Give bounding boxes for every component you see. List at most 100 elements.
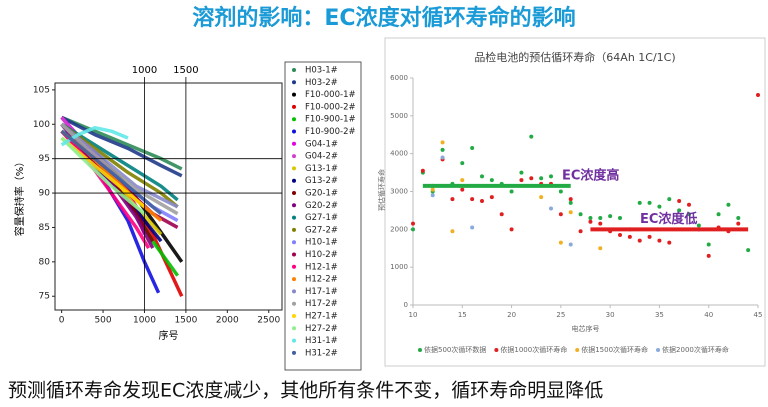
legend-marker	[292, 338, 296, 343]
legend-marker	[292, 141, 296, 146]
legend-marker	[292, 104, 296, 109]
legend-label: H17-1#	[305, 287, 338, 297]
legend-label: G20-1#	[305, 189, 338, 199]
point	[657, 238, 662, 243]
legend-marker	[292, 277, 296, 282]
point	[696, 223, 701, 228]
legend-marker	[292, 166, 296, 171]
point	[706, 253, 711, 258]
y-tick-label: 100	[33, 120, 50, 130]
y-tick-label: 75	[39, 292, 50, 302]
point	[667, 240, 672, 245]
legend-marker	[292, 203, 296, 208]
point	[558, 240, 563, 245]
legend-marker	[656, 348, 661, 352]
point	[430, 187, 435, 192]
legend-marker	[292, 191, 296, 195]
point	[539, 195, 544, 200]
legend-label: 依据500次循环数据	[424, 345, 486, 354]
y-tick-label: 90	[39, 189, 51, 199]
x-tick-label: 0	[59, 316, 65, 326]
y-tick-label: 6000	[390, 74, 408, 82]
point	[647, 234, 652, 239]
legend-marker	[292, 301, 296, 306]
legend-label: H31-2#	[305, 348, 338, 358]
legend-label: H03-2#	[305, 78, 338, 88]
point	[440, 140, 445, 145]
legend-label: G04-2#	[305, 152, 338, 162]
x-tick-label: 20	[507, 311, 516, 319]
point	[470, 145, 475, 150]
y-tick-label: 80	[39, 257, 51, 267]
point	[736, 215, 741, 220]
point	[480, 198, 484, 203]
point	[480, 174, 484, 179]
legend-box	[284, 61, 362, 371]
point	[460, 161, 465, 166]
chart-frame	[384, 37, 766, 367]
point	[549, 174, 553, 179]
annotation-label: EC浓度低	[640, 211, 697, 227]
point	[499, 212, 504, 217]
series-line	[60, 125, 129, 147]
x-axis-label: 序号	[159, 329, 179, 342]
legend-marker	[292, 264, 296, 269]
point	[578, 229, 583, 234]
x-tick-label: 35	[655, 311, 664, 319]
chart-title: 品检电池的预估循环寿命（64Ah 1C/1C)	[474, 50, 675, 64]
annotation-label: EC浓度高	[562, 167, 619, 183]
point	[568, 200, 573, 205]
y-tick-label: 4000	[390, 150, 408, 158]
legend-label: H03-1#	[305, 66, 338, 76]
legend-marker	[292, 92, 296, 97]
legend-marker	[292, 350, 296, 355]
point	[450, 197, 455, 202]
legend-marker	[292, 314, 296, 318]
y-tick-label: 95	[39, 154, 50, 164]
legend-marker	[292, 80, 296, 85]
legend-label: G13-2#	[305, 176, 338, 186]
point	[588, 219, 593, 224]
plot-frame	[54, 82, 283, 311]
point	[618, 233, 622, 238]
point	[509, 227, 514, 232]
point	[687, 212, 691, 217]
point	[726, 202, 731, 207]
legend-label: H10-2#	[305, 250, 338, 260]
y-axis-label: 预估循环寿命	[377, 169, 386, 211]
reference-label: 1000	[132, 65, 157, 76]
point	[637, 200, 642, 205]
point	[529, 134, 534, 139]
series-line	[60, 122, 179, 202]
legend-label: G27-2#	[305, 225, 338, 235]
point	[618, 215, 622, 220]
x-tick-label: 2000	[216, 316, 239, 326]
point	[519, 170, 524, 175]
series-line	[60, 136, 146, 216]
legend-marker	[292, 215, 296, 220]
legend-label: F10-900-1#	[305, 115, 356, 125]
point	[430, 193, 435, 198]
point	[460, 178, 465, 183]
point	[608, 214, 613, 219]
point	[568, 210, 573, 215]
legend-label: H17-2#	[305, 299, 338, 309]
legend-marker	[292, 252, 296, 257]
point	[489, 195, 494, 200]
x-tick-label: 30	[606, 311, 615, 319]
legend-marker	[292, 117, 296, 122]
point	[440, 155, 445, 160]
point	[420, 168, 425, 173]
legend-marker	[292, 326, 296, 331]
point	[568, 197, 573, 202]
y-tick-label: 105	[33, 85, 50, 95]
point	[677, 208, 682, 213]
legend-label: H12-1#	[305, 262, 338, 272]
point	[657, 204, 662, 209]
legend-label: H10-1#	[305, 238, 338, 248]
point	[687, 202, 691, 207]
y-tick-label: 0	[404, 301, 408, 309]
point	[519, 178, 524, 183]
x-tick-label: 45	[754, 311, 763, 319]
